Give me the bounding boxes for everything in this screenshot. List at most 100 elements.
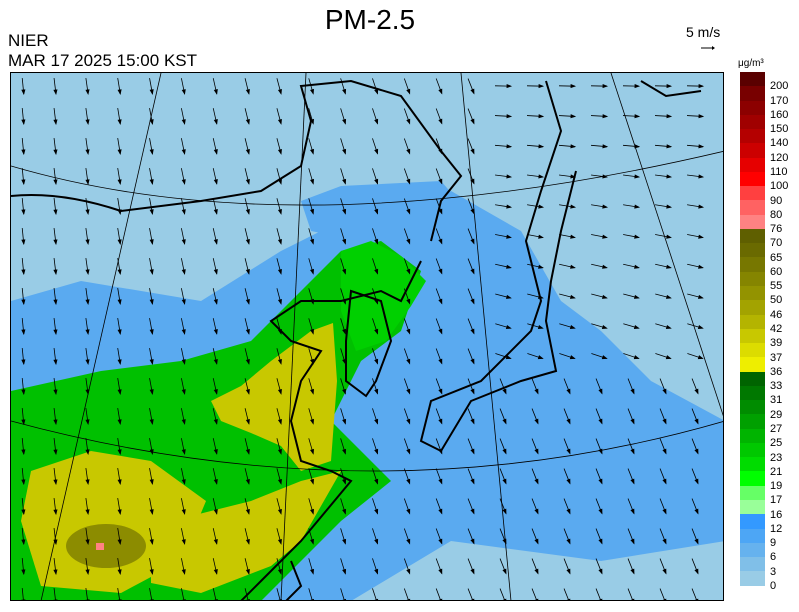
wind-arrow-head <box>117 539 122 546</box>
legend-label: 90 <box>770 194 783 207</box>
wind-arrow-head <box>149 239 154 245</box>
wind-arrow-head <box>181 89 186 95</box>
wind-arrow-head <box>598 598 603 605</box>
field-blue-north <box>301 181 471 241</box>
wind-arrow-head <box>598 508 603 515</box>
wind-arrow-head <box>662 538 667 545</box>
wind-arrow-head <box>630 478 635 485</box>
wind-arrow-head <box>634 144 641 149</box>
legend-swatch <box>740 514 765 529</box>
wind-arrow-head <box>53 209 58 216</box>
wind-arrow-head <box>117 449 122 456</box>
wind-arrow-head <box>470 298 475 305</box>
wind-arrow-head <box>85 269 90 276</box>
wind-arrow-head <box>374 508 379 515</box>
wind-arrow-head <box>117 239 122 246</box>
wind-arrow-head <box>342 478 347 485</box>
wind-arrow-head <box>438 478 443 485</box>
wind-arrow-head <box>245 478 250 485</box>
wind-arrow-head <box>213 419 218 425</box>
wind-arrow-head <box>470 328 475 335</box>
wind-arrow-head <box>342 118 347 125</box>
wind-arrow-head <box>149 149 154 155</box>
wind-arrow-head <box>438 268 443 275</box>
wind-arrow-head <box>213 269 218 275</box>
wind-arrow-head <box>149 179 154 185</box>
wind-arrow-head <box>406 568 411 575</box>
wind-arrow-head <box>213 329 218 335</box>
wind-arrow-head <box>666 84 673 89</box>
wind-arrow-head <box>117 179 122 186</box>
wind-arrow-head <box>181 359 186 365</box>
wind-arrow-head <box>85 179 90 186</box>
wind-arrow-head <box>406 88 411 95</box>
wind-arrow-head <box>53 419 58 426</box>
legend-swatch <box>740 457 765 472</box>
legend-swatch <box>740 571 765 586</box>
wind-arrow-head <box>213 539 218 545</box>
legend-label: 29 <box>770 408 783 421</box>
wind-arrow-head <box>310 448 314 455</box>
wind-arrow-head <box>117 149 122 156</box>
wind-arrow-head <box>566 418 571 425</box>
wind-arrow-head <box>406 448 411 455</box>
wind-arrow-head <box>85 149 90 156</box>
wind-arrow-head <box>470 178 475 185</box>
wind-arrow-head <box>438 328 443 335</box>
wind-arrow-head <box>438 388 443 395</box>
wind-arrow <box>627 588 635 604</box>
wind-arrow-head <box>117 479 122 486</box>
legend-label: 80 <box>770 208 783 221</box>
wind-arrow-head <box>149 299 154 305</box>
wind-arrow-head <box>662 478 667 485</box>
wind-arrow-head <box>502 388 507 395</box>
wind-arrow-head <box>538 114 545 119</box>
wind-arrow-head <box>277 238 282 245</box>
wind-arrow-head <box>694 538 699 545</box>
legend-swatch <box>740 314 765 329</box>
wind-arrow-head <box>406 298 411 305</box>
wind-arrow-head <box>374 88 379 95</box>
wind-arrow-head <box>21 299 26 306</box>
wind-arrow-head <box>149 209 154 215</box>
wind-arrow-head <box>438 118 443 125</box>
wind-arrow-head <box>342 418 347 425</box>
wind-arrow-head <box>374 568 379 575</box>
wind-arrow-head <box>570 264 576 269</box>
wind-arrow-head <box>406 508 411 515</box>
wind-arrow-head <box>245 148 250 155</box>
field-green-korea <box>341 241 426 351</box>
wind-arrow-head <box>342 388 347 395</box>
wind-arrow-head <box>245 238 250 245</box>
wind-arrow-head <box>245 388 250 395</box>
wind-arrow-head <box>538 144 545 149</box>
wind-arrow-head <box>277 208 282 215</box>
wind-arrow-head <box>506 264 512 269</box>
wind-arrow-head <box>470 148 475 155</box>
wind-arrow-head <box>310 208 314 215</box>
legend-swatch <box>740 129 765 144</box>
legend-swatch <box>740 86 765 101</box>
wind-arrow-head <box>213 509 218 515</box>
wind-arrow-head <box>21 269 26 276</box>
legend-label: 27 <box>770 422 783 435</box>
wind-arrow-head <box>630 418 635 425</box>
wind-arrow-head <box>506 174 513 179</box>
wind-arrow-head <box>85 479 90 486</box>
wind-arrow-head <box>245 208 250 215</box>
wind-arrow-head <box>502 418 507 425</box>
wind-arrow-head <box>181 449 186 455</box>
wind-arrow-head <box>374 448 379 455</box>
map-svg <box>10 72 726 606</box>
wind-arrow-head <box>698 234 704 239</box>
wind-arrow-head <box>697 325 704 329</box>
wind-arrow-head <box>213 239 218 245</box>
legend-label: 6 <box>770 551 777 564</box>
wind-arrow-head <box>310 118 314 125</box>
wind-arrow-head <box>213 119 218 125</box>
wind-arrow-head <box>470 568 475 575</box>
wind-arrow-head <box>438 568 443 575</box>
legend-label: 160 <box>770 108 789 121</box>
legend-swatch <box>740 343 765 358</box>
wind-arrow-head <box>310 88 314 95</box>
